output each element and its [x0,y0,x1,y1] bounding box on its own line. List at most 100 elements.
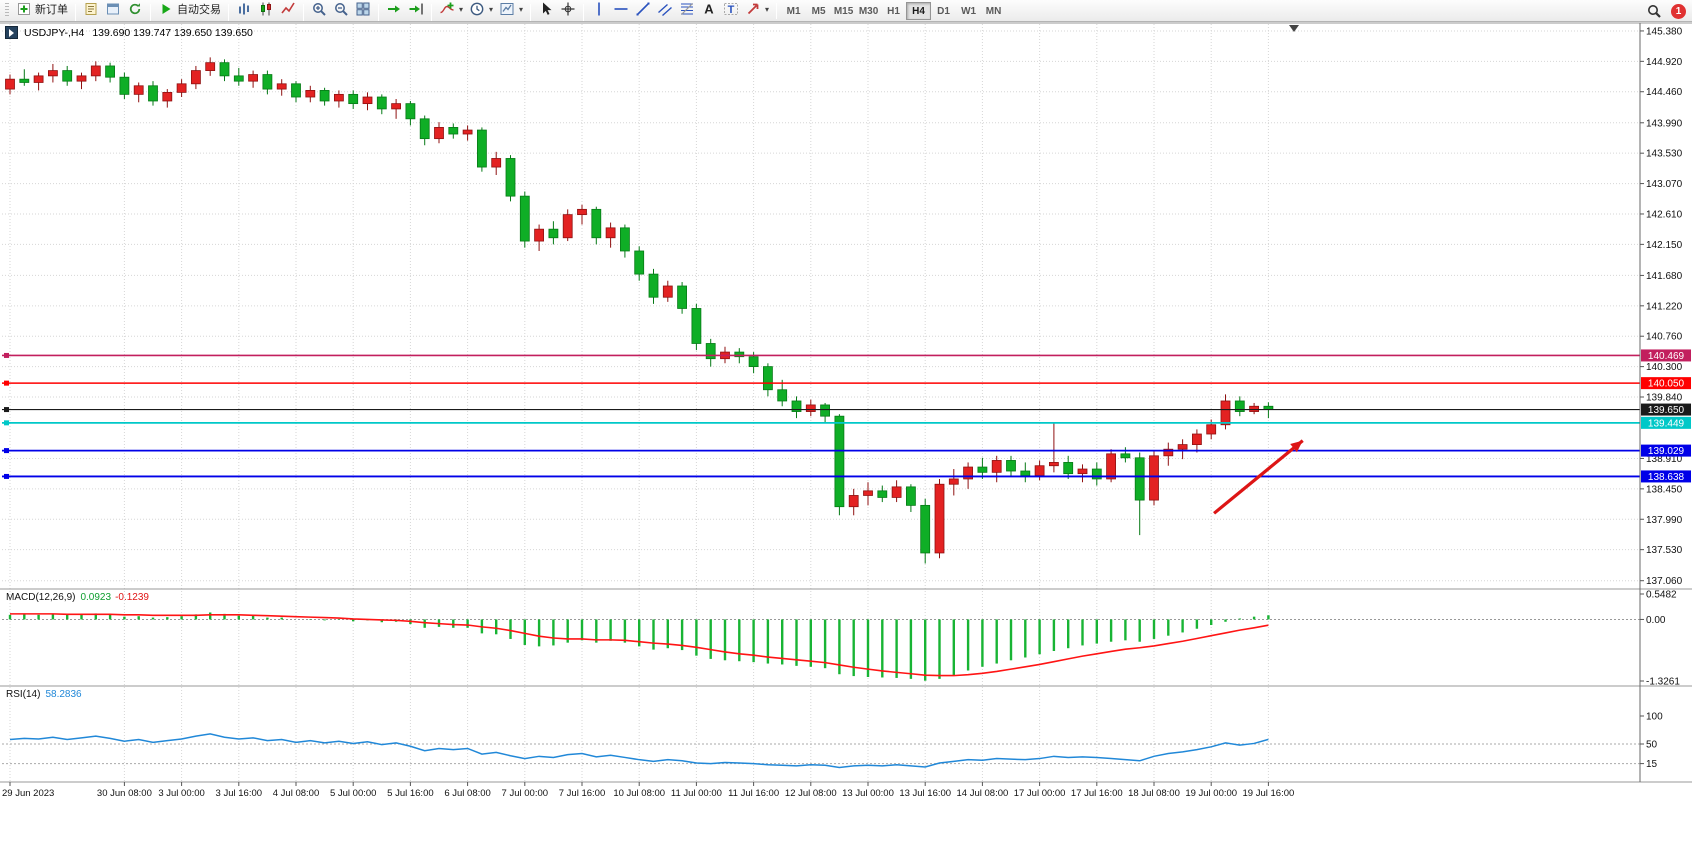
svg-text:6 Jul 08:00: 6 Jul 08:00 [444,788,490,799]
rsi-indicator-label: RSI(14) 58.2836 [6,689,82,700]
svg-text:141.680: 141.680 [1646,271,1683,282]
svg-text:3 Jul 00:00: 3 Jul 00:00 [158,788,204,799]
zoom-out-button[interactable] [330,0,352,19]
templates-button[interactable]: ▾ [496,0,526,19]
timeframe-button-m15[interactable]: M15 [831,2,856,20]
one-click-trading-toggle[interactable] [5,26,18,39]
timeframe-button-m30[interactable]: M30 [856,2,881,20]
one-click-trading-arrow-icon [9,28,14,37]
svg-text:140.050: 140.050 [1648,379,1685,390]
svg-text:140.300: 140.300 [1646,362,1683,373]
chart-ohlc-quote: 139.690 139.747 139.650 139.650 [92,26,253,39]
price-gridlines [2,30,1640,582]
timeframe-button-h1[interactable]: H1 [881,2,906,20]
chart-shift-marker[interactable] [1289,25,1299,32]
crosshair-button[interactable] [557,0,579,19]
text-button[interactable]: A [698,0,720,19]
svg-text:11 Jul 00:00: 11 Jul 00:00 [671,788,722,799]
svg-text:140.469: 140.469 [1648,351,1685,362]
svg-text:143.530: 143.530 [1646,149,1683,160]
svg-text:18 Jul 08:00: 18 Jul 08:00 [1128,788,1180,799]
trend-arrow-annotation[interactable] [1213,439,1304,515]
svg-text:139.650: 139.650 [1648,405,1685,416]
toolbar-separator [776,2,778,19]
bar-chart-button[interactable] [233,0,255,19]
trendline-button[interactable] [632,0,654,19]
svg-text:143.070: 143.070 [1646,179,1683,190]
svg-text:142.610: 142.610 [1646,209,1683,220]
toolbar-separator [303,4,304,21]
notification-badge[interactable]: 1 [1671,3,1686,19]
vertical-line-button[interactable] [588,0,610,19]
svg-text:5 Jul 00:00: 5 Jul 00:00 [330,788,376,799]
horizontal-line-button[interactable] [610,0,632,19]
macd-indicator-label: MACD(12,26,9) 0.0923 -0.1239 [6,592,149,603]
timeframe-button-d1[interactable]: D1 [931,2,956,20]
periods-button[interactable]: ▾ [466,0,496,19]
svg-text:17 Jul 00:00: 17 Jul 00:00 [1014,788,1066,799]
svg-text:138.450: 138.450 [1646,484,1683,495]
tile-windows-button[interactable] [352,0,374,19]
svg-text:140.760: 140.760 [1646,332,1683,343]
candlestick-chart-button[interactable] [255,0,277,19]
svg-text:19 Jul 00:00: 19 Jul 00:00 [1185,788,1237,799]
svg-text:137.990: 137.990 [1646,515,1683,526]
auto-scroll-button[interactable] [383,0,405,19]
svg-text:139.029: 139.029 [1648,446,1685,457]
chart-shift-button[interactable] [405,0,427,19]
toolbar-separator [378,4,379,21]
toolbar-grip[interactable] [5,3,9,18]
timeframe-button-mn[interactable]: MN [981,2,1006,20]
arrows-button[interactable]: ▾ [742,0,772,19]
market-watch-button[interactable] [102,0,124,19]
fibonacci-button[interactable] [676,0,698,19]
refresh-button[interactable] [124,0,146,19]
svg-text:12 Jul 08:00: 12 Jul 08:00 [785,788,837,799]
timeframe-button-m5[interactable]: M5 [806,2,831,20]
cursor-button[interactable] [535,0,557,19]
svg-text:3 Jul 16:00: 3 Jul 16:00 [216,788,262,799]
new-order-button[interactable]: 新订单 [13,0,71,19]
macd-signal-value: -0.1239 [115,592,149,603]
time-axis[interactable]: 29 Jun 2023 30 Jun 08:00 3 Jul 00:00 3 Jul … [2,782,1294,799]
channel-button[interactable] [654,0,676,19]
timeframe-button-w1[interactable]: W1 [956,2,981,20]
svg-text:137.530: 137.530 [1646,545,1683,556]
macd-histogram [8,612,1270,681]
svg-text:139.449: 139.449 [1648,418,1685,429]
chart-symbol-title: USDJPY-,H4 [24,26,85,39]
svg-text:10 Jul 08:00: 10 Jul 08:00 [613,788,665,799]
price-marker: 139.650 [1641,403,1691,416]
price-scale[interactable]: 145.380 144.920 144.460 143.990 143.530 143.0… [1640,26,1683,770]
svg-text:13 Jul 16:00: 13 Jul 16:00 [899,788,951,799]
toolbar-separator [530,4,532,21]
rsi-name: RSI(14) [6,689,41,700]
indicators-button[interactable]: ▾ [436,0,466,19]
rsi-line [9,733,1269,769]
horizontal-line-objects[interactable] [2,352,1640,479]
svg-text:17 Jul 16:00: 17 Jul 16:00 [1071,788,1123,799]
main-toolbar: 新订单 自动交易 ▾ ▾ ▾ A T ▾ M1 M5 M15 M30 H1 H4 D1 W1 MN 1 [0,0,1692,22]
zoom-in-button[interactable] [308,0,330,19]
macd-name: MACD(12,26,9) [6,592,76,603]
chart-header: USDJPY-,H4 139.690 139.747 139.650 139.6… [5,26,253,39]
text-label-button[interactable]: T [720,0,742,19]
macd-main-value: 0.0923 [80,592,112,603]
autotrading-button[interactable]: 自动交易 [155,0,224,19]
price-marker: 139.449 [1641,416,1691,429]
search-icon[interactable] [1643,1,1665,21]
timeframe-button-h4[interactable]: H4 [906,2,932,21]
toolbar-separator [583,4,585,21]
svg-text:13 Jul 00:00: 13 Jul 00:00 [842,788,894,799]
svg-text:30 Jun 08:00: 30 Jun 08:00 [97,788,152,799]
toolbar-separator [228,4,229,21]
svg-text:138.638: 138.638 [1648,472,1685,483]
svg-text:138.910: 138.910 [1646,454,1683,465]
timeframe-button-m1[interactable]: M1 [781,2,806,20]
svg-text:15: 15 [1646,759,1658,770]
svg-text:137.060: 137.060 [1646,576,1683,587]
metaeditor-button[interactable] [80,0,102,19]
line-chart-button[interactable] [277,0,299,19]
